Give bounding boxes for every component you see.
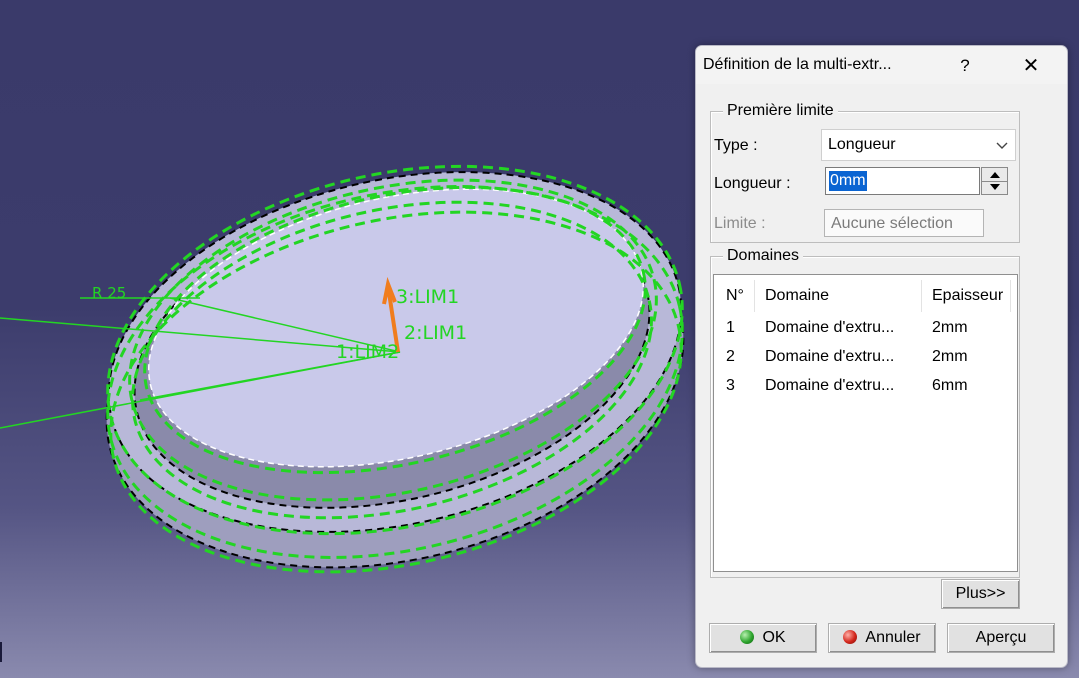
green-light-icon [740, 630, 755, 644]
row-thickness: 6mm [932, 377, 968, 394]
ok-label: OK [762, 629, 786, 646]
table-row[interactable]: 1 Domaine d'extru... 2mm [714, 314, 1017, 343]
row-number: 1 [726, 319, 735, 336]
row-thickness: 2mm [932, 348, 968, 365]
table-row[interactable]: 2 Domaine d'extru... 2mm [714, 343, 1017, 372]
red-light-icon [843, 630, 858, 644]
close-button[interactable]: ✕ [1022, 55, 1040, 77]
more-button[interactable]: Plus>> [941, 579, 1020, 609]
limit-selection-field[interactable]: Aucune sélection [824, 209, 984, 237]
chevron-down-icon [996, 142, 1008, 149]
row-number: 2 [726, 348, 735, 365]
domains-list[interactable]: N° Domaine Epaisseur 1 Domaine d'extru..… [713, 274, 1018, 572]
limit-value: Aucune sélection [831, 215, 953, 232]
dialog-title: Définition de la multi-extr... [703, 56, 892, 73]
column-divider[interactable] [1010, 280, 1011, 312]
domains-group-title: Domaines [723, 247, 804, 265]
construction-lines [0, 297, 401, 429]
type-dropdown[interactable]: Longueur [821, 129, 1016, 161]
cancel-button[interactable]: Annuler [828, 623, 936, 653]
radius-label: R 25 [92, 284, 127, 302]
row-domain: Domaine d'extru... [765, 377, 895, 394]
limit-label-2: 2:LIM1 [404, 322, 468, 344]
limit-label-3: 3:LIM1 [396, 286, 460, 308]
limit-arrow[interactable] [382, 276, 400, 353]
row-domain: Domaine d'extru... [765, 348, 895, 365]
first-limit-group-title: Première limite [723, 102, 838, 120]
multi-extrusion-dialog: Définition de la multi-extr... ? ✕ Premi… [695, 45, 1068, 668]
length-spinner[interactable] [981, 167, 1008, 195]
table-row[interactable]: 3 Domaine d'extru... 6mm [714, 372, 1017, 401]
type-selected-value: Longueur [828, 136, 896, 153]
limit-label: Limite : [714, 215, 766, 232]
column-header-domain[interactable]: Domaine [765, 287, 830, 304]
first-limit-group [710, 111, 1020, 243]
row-domain: Domaine d'extru... [765, 319, 895, 336]
length-label: Longueur : [714, 175, 791, 192]
column-header-number[interactable]: N° [726, 287, 744, 304]
domains-group [710, 256, 1020, 578]
extrusion-outlines [106, 164, 684, 574]
viewport-edge-marker [0, 642, 2, 662]
cancel-label: Annuler [865, 629, 921, 646]
ok-button[interactable]: OK [709, 623, 817, 653]
dialog-titlebar[interactable]: Définition de la multi-extr... ? ✕ [696, 46, 1067, 84]
length-value: 0mm [829, 171, 867, 191]
type-label: Type : [714, 137, 758, 154]
help-button[interactable]: ? [960, 56, 970, 75]
column-divider[interactable] [921, 280, 922, 312]
limit-label-1: 1:LIM2 [336, 341, 400, 363]
column-header-thickness[interactable]: Epaisseur [932, 287, 1004, 304]
length-input[interactable]: 0mm [825, 167, 980, 195]
spin-up-icon[interactable] [982, 168, 1007, 182]
spin-down-icon[interactable] [982, 181, 1007, 194]
column-divider[interactable] [754, 280, 755, 312]
row-number: 3 [726, 377, 735, 394]
row-thickness: 2mm [932, 319, 968, 336]
preview-button[interactable]: Aperçu [947, 623, 1055, 653]
